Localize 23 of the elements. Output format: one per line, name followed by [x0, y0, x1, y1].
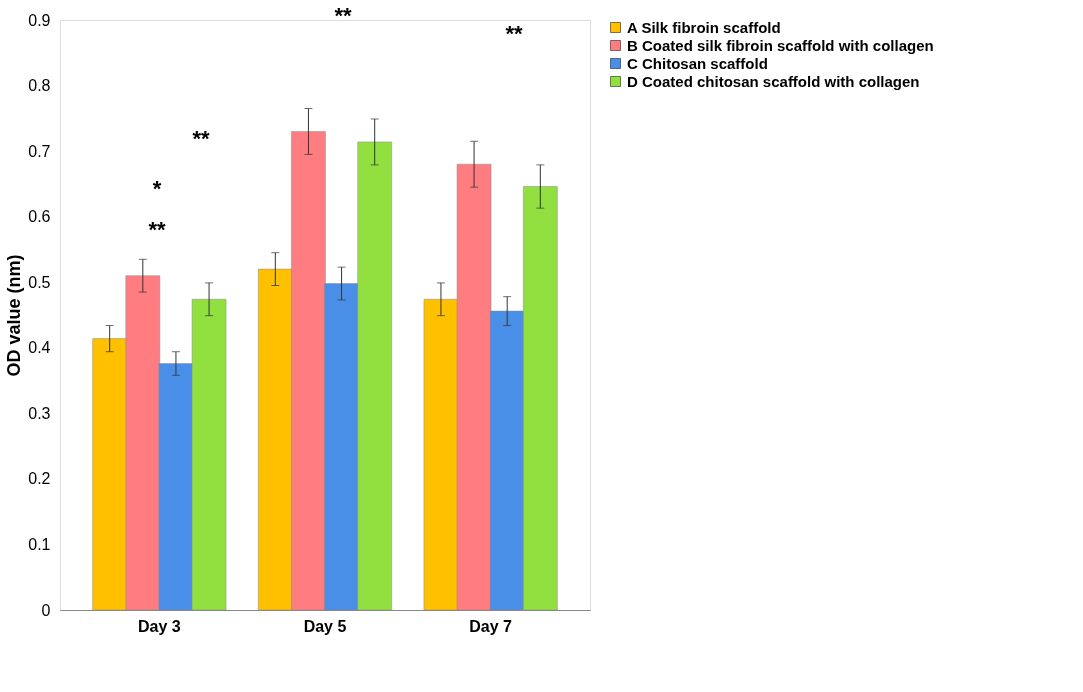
annotation: ** [505, 21, 523, 46]
x-tick-label: Day 5 [303, 617, 347, 635]
y-tick-label: 0.9 [28, 11, 51, 29]
y-tick-label: 0.7 [28, 142, 51, 160]
legend-label: B Coated silk fibroin scaffold with collagen [627, 36, 934, 54]
y-axis-title: OD value (nm) [4, 254, 25, 377]
legend-label: D Coated chitosan scaffold with collagen [627, 72, 920, 90]
y-tick-label: 0.4 [28, 339, 51, 357]
legend-label: A Silk fibroin scaffold [627, 18, 781, 36]
y-tick-label: 0 [41, 601, 51, 619]
y-tick-label: 0.2 [28, 470, 51, 488]
y-tick-label: 0.5 [28, 273, 51, 291]
x-tick-label: Day 7 [469, 617, 513, 635]
y-tick-label: 0.8 [28, 77, 51, 95]
annotation: * [152, 176, 162, 201]
annotation: ** [334, 3, 352, 28]
annotation: ** [148, 217, 166, 242]
y-tick-label: 0.6 [28, 208, 51, 226]
annotation: ** [192, 126, 210, 151]
legend-label: C Chitosan scaffold [627, 54, 768, 72]
y-tick-label: 0.1 [28, 535, 51, 553]
y-tick-label: 0.3 [28, 404, 51, 422]
x-tick-label: Day 3 [138, 617, 181, 635]
